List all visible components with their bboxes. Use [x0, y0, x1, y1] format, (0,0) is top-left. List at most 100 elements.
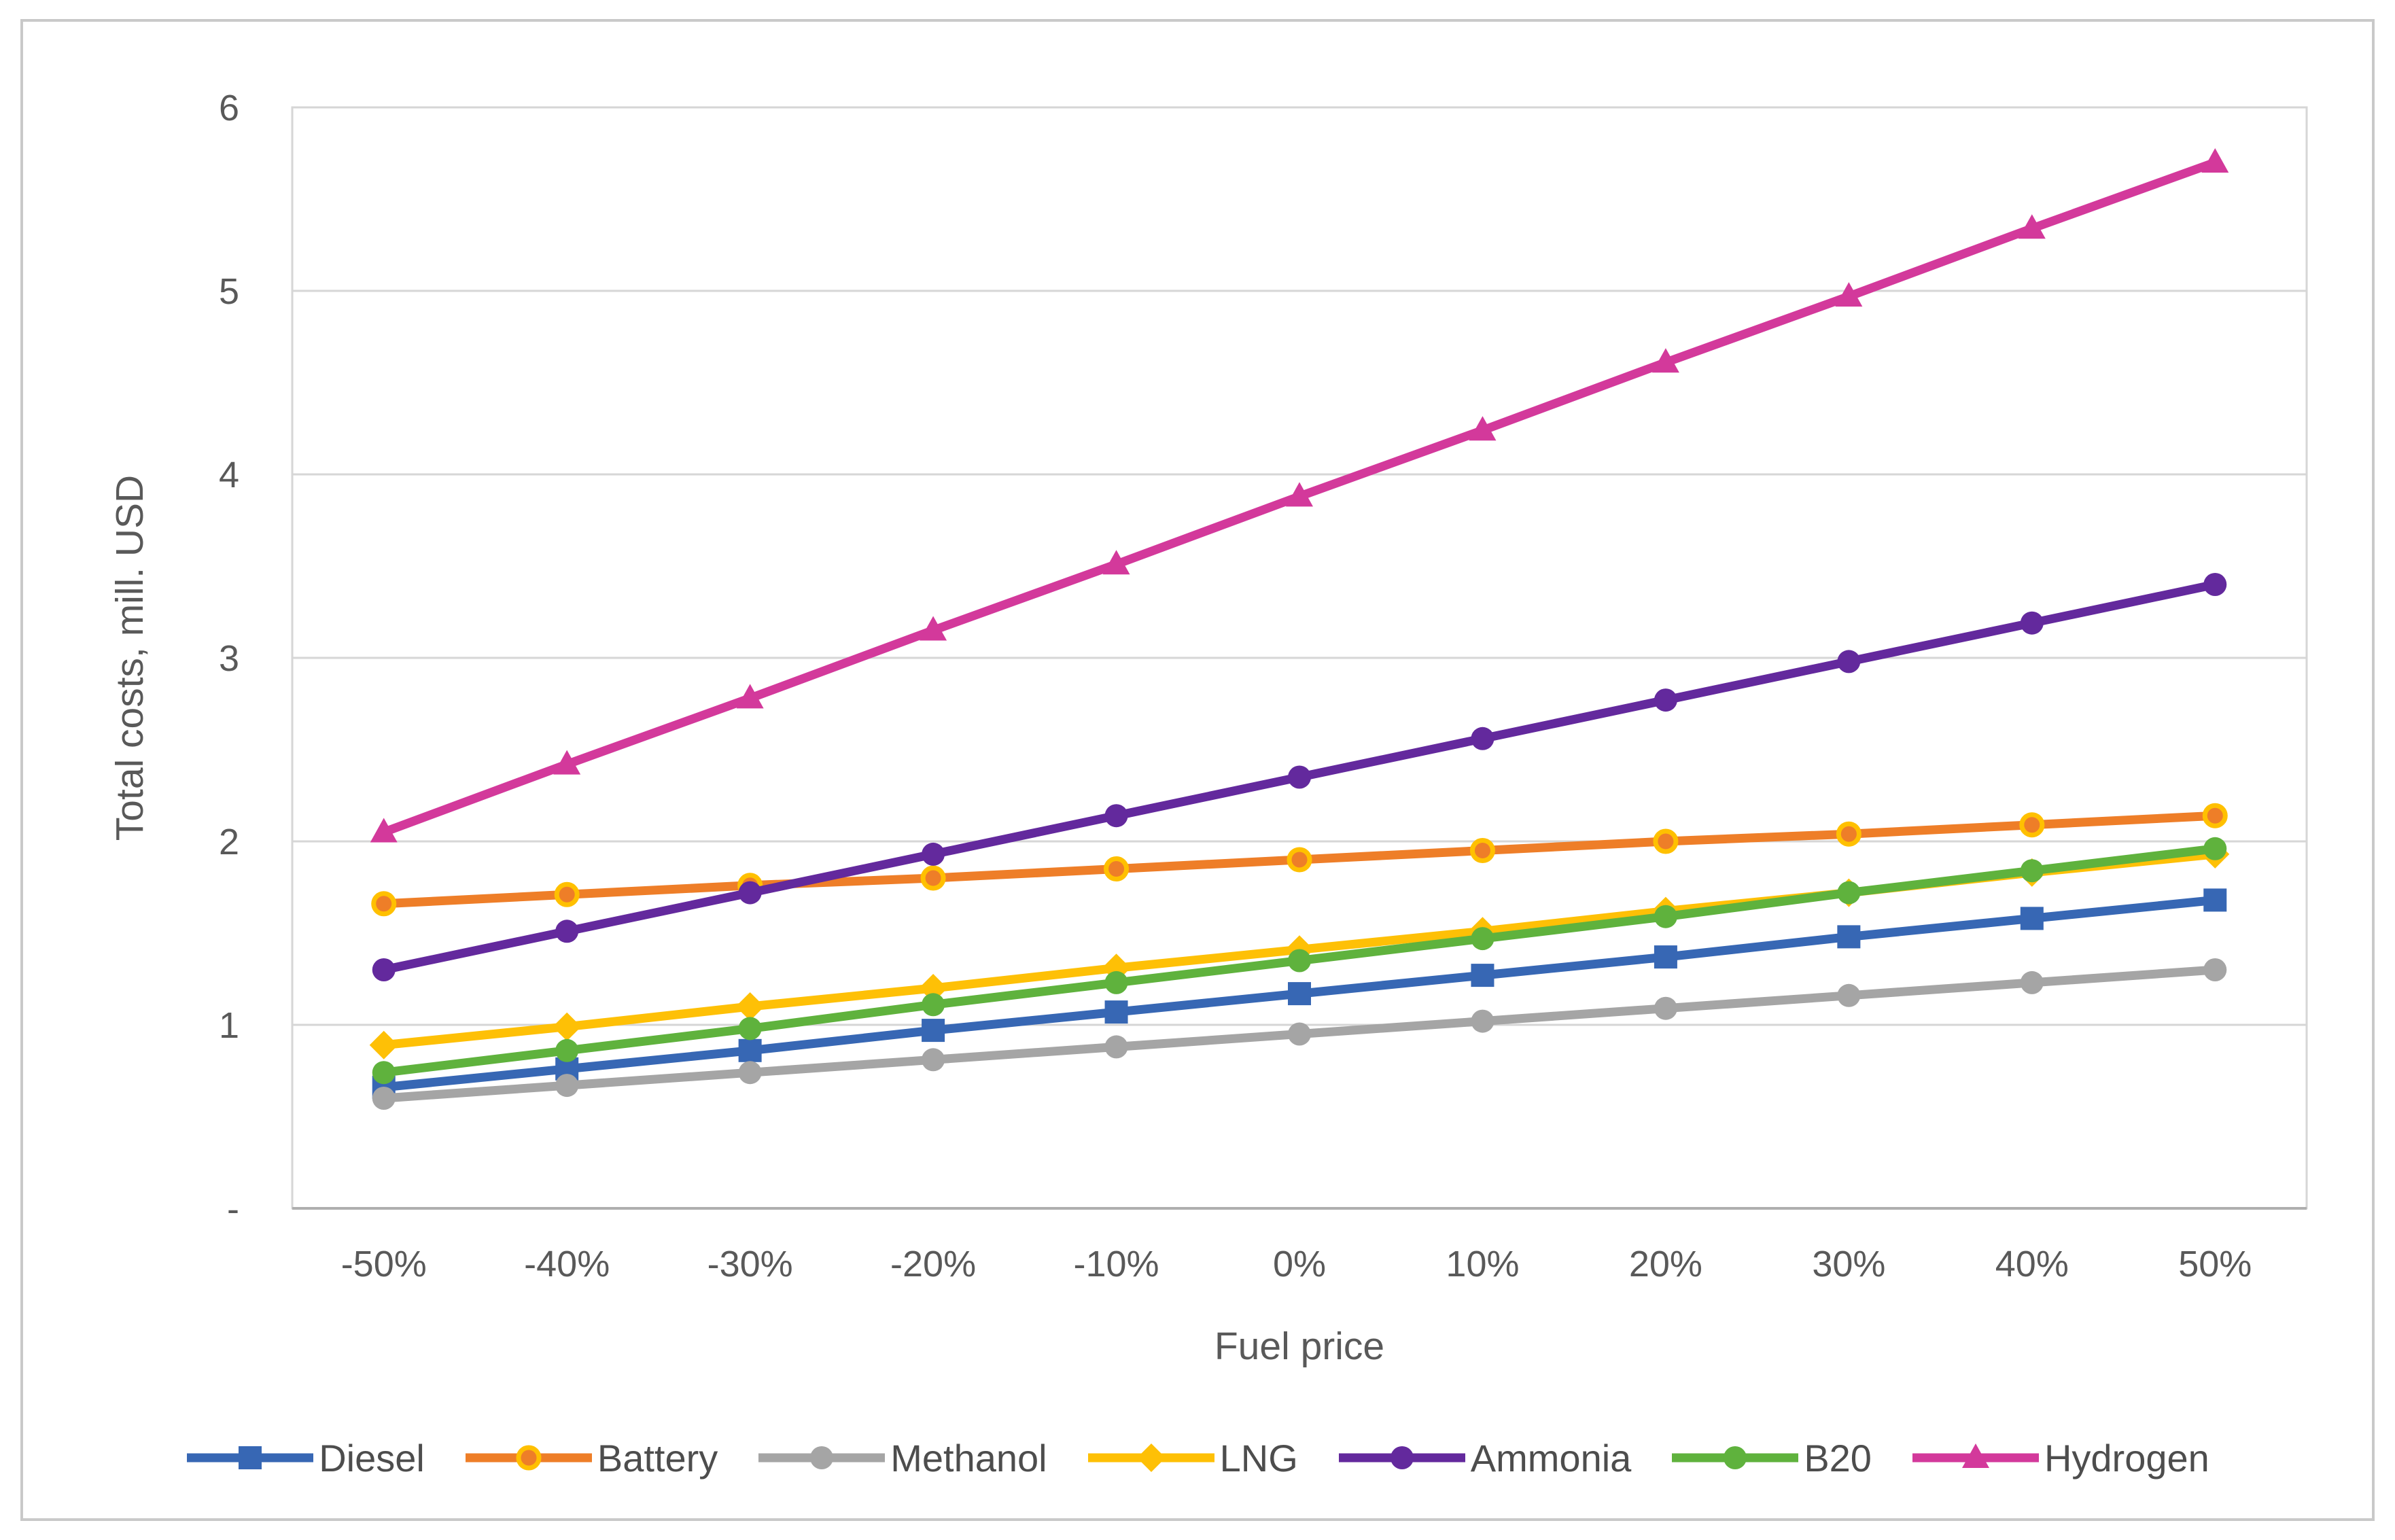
x-tick-label: 50%: [2178, 1244, 2252, 1284]
marker-ammonia: [372, 958, 396, 981]
legend-key-lng: [1087, 1443, 1214, 1472]
marker-lng: [553, 1012, 582, 1041]
x-tick-label: -20%: [890, 1244, 976, 1284]
marker-methanol: [922, 1048, 945, 1072]
x-tick-label: 40%: [1995, 1244, 2069, 1284]
series-ammonia: [372, 573, 2227, 981]
tick-labels-layer: - 1 2 3 4 5 6 -50% -40% -30% -20% -10% 0% 10% 20% 30% 40…: [219, 88, 2252, 1284]
marker-diesel: [1471, 964, 1494, 987]
legend: Diesel Battery Methanol LNG Ammonia B20 Hydrog…: [0, 1424, 2395, 1492]
legend-key-battery: [465, 1445, 592, 1471]
legend-label: Methanol: [890, 1436, 1047, 1480]
series-methanol: [372, 958, 2227, 1110]
marker-b20: [555, 1038, 579, 1062]
marker-hydrogen: [1835, 282, 1863, 307]
y-axis-title: Total costs, mill. USD: [108, 475, 152, 841]
x-tick-label: -30%: [707, 1244, 793, 1284]
marker-diesel: [1837, 925, 1861, 949]
marker-b20: [738, 1017, 762, 1040]
marker-diesel: [922, 1019, 945, 1043]
legend-label: LNG: [1219, 1436, 1298, 1480]
marker-ammonia: [1104, 804, 1128, 828]
x-tick-label: 0%: [1273, 1244, 1326, 1284]
legend-key-ammonia: [1338, 1446, 1465, 1469]
marker-lng: [919, 974, 948, 1002]
series-diesel: [372, 888, 2227, 1099]
marker-b20: [1104, 970, 1128, 994]
x-tick-label: 20%: [1629, 1244, 1702, 1284]
marker-legend-ammonia: [1390, 1446, 1414, 1469]
series-b20: [372, 837, 2227, 1085]
legend-key-diesel: [187, 1446, 314, 1469]
marker-b20: [2020, 859, 2044, 883]
marker-hydrogen: [2018, 214, 2046, 239]
marker-hydrogen: [1469, 416, 1497, 441]
y-tick-label: 1: [219, 1005, 239, 1046]
marker-legend-methanol: [810, 1446, 834, 1469]
marker-battery: [371, 891, 397, 917]
marker-hydrogen: [736, 684, 764, 709]
marker-b20: [372, 1061, 396, 1085]
marker-diesel: [1654, 945, 1677, 969]
legend-item-hydrogen: Hydrogen: [1911, 1436, 2209, 1480]
marker-diesel: [1104, 1000, 1128, 1024]
marker-methanol: [1104, 1035, 1128, 1059]
marker-methanol: [1837, 983, 1861, 1007]
legend-label: Diesel: [319, 1436, 425, 1480]
marker-ammonia: [738, 881, 762, 905]
legend-label: Hydrogen: [2044, 1436, 2209, 1480]
marker-methanol: [2020, 970, 2044, 994]
legend-item-diesel: Diesel: [186, 1436, 425, 1480]
marker-ammonia: [2203, 573, 2227, 596]
marker-hydrogen: [370, 818, 398, 843]
marker-legend-diesel: [239, 1446, 262, 1469]
marker-battery: [2202, 803, 2228, 828]
marker-b20: [1654, 905, 1677, 928]
legend-item-b20: B20: [1671, 1436, 1872, 1480]
y-tick-label: 4: [219, 455, 239, 495]
marker-diesel: [2020, 907, 2044, 930]
marker-ammonia: [2020, 611, 2044, 635]
legend-item-lng: LNG: [1087, 1436, 1298, 1480]
marker-ammonia: [555, 920, 579, 943]
marker-ammonia: [1471, 727, 1494, 750]
marker-b20: [1288, 949, 1311, 973]
legend-item-battery: Battery: [464, 1436, 718, 1480]
legend-item-ammonia: Ammonia: [1338, 1436, 1631, 1480]
marker-methanol: [1288, 1022, 1311, 1046]
legend-key-b20: [1672, 1446, 1799, 1469]
marker-hydrogen: [920, 616, 947, 641]
marker-battery: [554, 881, 580, 907]
marker-methanol: [1471, 1009, 1494, 1033]
marker-lng: [735, 992, 765, 1021]
legend-key-methanol: [758, 1446, 886, 1469]
marker-b20: [1471, 927, 1494, 951]
marker-methanol: [1654, 996, 1677, 1020]
x-tick-label: -10%: [1074, 1244, 1159, 1284]
marker-hydrogen: [553, 750, 581, 775]
marker-lng: [369, 1030, 398, 1060]
marker-battery: [1836, 821, 1861, 847]
marker-legend-hydrogen: [1961, 1443, 1989, 1468]
x-tick-label: 10%: [1446, 1244, 1519, 1284]
marker-diesel: [738, 1038, 762, 1062]
legend-label: B20: [1804, 1436, 1872, 1480]
marker-ammonia: [922, 842, 945, 866]
marker-ammonia: [1288, 765, 1311, 789]
legend-item-methanol: Methanol: [757, 1436, 1047, 1480]
y-tick-label: 6: [219, 88, 239, 128]
marker-ammonia: [1654, 688, 1677, 712]
series-layer: [369, 148, 2230, 1110]
legend-label: Battery: [597, 1436, 718, 1480]
marker-methanol: [738, 1061, 762, 1085]
x-tick-label: -50%: [341, 1244, 427, 1284]
y-tick-label: 5: [219, 271, 239, 312]
marker-battery: [1469, 838, 1495, 863]
y-tick-label: 2: [219, 822, 239, 862]
marker-b20: [1837, 881, 1861, 905]
marker-hydrogen: [2201, 148, 2229, 173]
marker-battery: [1287, 847, 1312, 873]
y-tick-label: -: [227, 1189, 239, 1229]
